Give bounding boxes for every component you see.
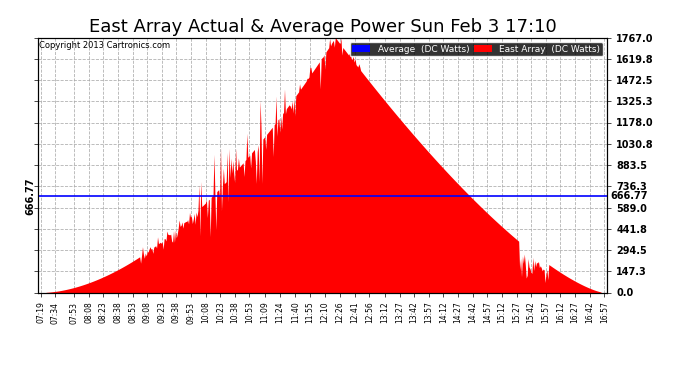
Text: 666.77: 666.77 [610, 191, 647, 201]
Text: 666.77: 666.77 [25, 177, 35, 215]
Title: East Array Actual & Average Power Sun Feb 3 17:10: East Array Actual & Average Power Sun Fe… [89, 18, 556, 36]
Text: Copyright 2013 Cartronics.com: Copyright 2013 Cartronics.com [39, 41, 170, 50]
Legend: Average  (DC Watts), East Array  (DC Watts): Average (DC Watts), East Array (DC Watts… [350, 42, 602, 56]
